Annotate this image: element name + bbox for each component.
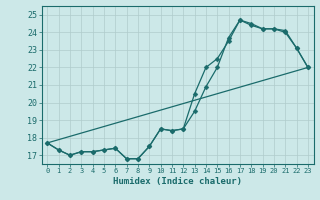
X-axis label: Humidex (Indice chaleur): Humidex (Indice chaleur) — [113, 177, 242, 186]
